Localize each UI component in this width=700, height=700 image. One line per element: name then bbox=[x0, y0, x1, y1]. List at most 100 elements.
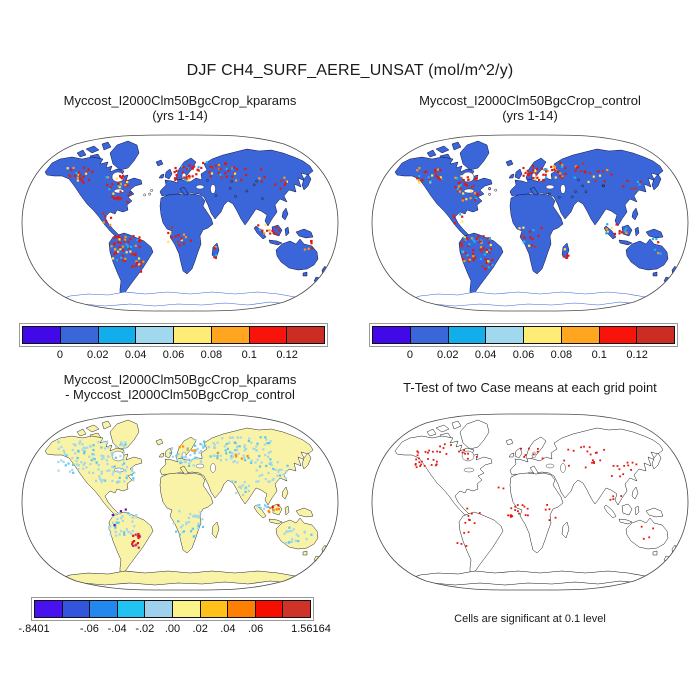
grid-cell-speckle bbox=[235, 453, 238, 456]
grid-cell-speckle bbox=[514, 505, 517, 508]
grid-cell-speckle bbox=[290, 540, 293, 543]
grid-cell-speckle bbox=[255, 445, 258, 448]
grid-cell-speckle bbox=[594, 179, 598, 182]
grid-cell-speckle bbox=[117, 196, 120, 199]
grid-cell-speckle bbox=[418, 461, 421, 464]
grid-cell-speckle bbox=[523, 236, 526, 240]
grid-cell-speckle bbox=[651, 237, 655, 241]
grid-cell-speckle bbox=[460, 543, 463, 545]
grid-cell-speckle bbox=[257, 480, 260, 483]
grid-cell-speckle bbox=[648, 536, 651, 539]
grid-cell-speckle bbox=[437, 177, 440, 180]
grid-cell-speckle bbox=[201, 456, 204, 459]
grid-cell-speckle bbox=[117, 521, 120, 524]
grid-cell-speckle bbox=[463, 259, 466, 263]
grid-cell-speckle bbox=[246, 455, 249, 458]
grid-cell-speckle bbox=[467, 515, 470, 517]
grid-cell-speckle bbox=[123, 533, 126, 536]
grid-cell-speckle bbox=[275, 508, 278, 511]
grid-cell-speckle bbox=[416, 169, 419, 172]
grid-cell-speckle bbox=[121, 463, 124, 467]
grid-cell-speckle bbox=[193, 514, 196, 517]
grid-cell-speckle bbox=[121, 515, 124, 518]
grid-cell-speckle bbox=[136, 542, 139, 545]
grid-cell-speckle bbox=[118, 174, 122, 178]
colorbar-cell bbox=[144, 601, 172, 617]
grid-cell-speckle bbox=[119, 510, 123, 513]
grid-cell-speckle bbox=[194, 438, 197, 442]
grid-cell-speckle bbox=[238, 445, 241, 448]
grid-cell-speckle bbox=[220, 176, 223, 179]
grid-cell-speckle bbox=[57, 460, 60, 464]
grid-cell-speckle bbox=[528, 447, 530, 450]
grid-cell-speckle bbox=[67, 462, 70, 465]
grid-cell-speckle bbox=[597, 170, 600, 173]
grid-cell-speckle bbox=[217, 171, 220, 175]
grid-cell-speckle bbox=[111, 183, 114, 186]
grid-cell-speckle bbox=[239, 485, 242, 488]
grid-cell-speckle bbox=[208, 171, 211, 174]
grid-cell-speckle bbox=[214, 164, 218, 167]
grid-cell-speckle bbox=[485, 261, 488, 264]
grid-cell-speckle bbox=[201, 525, 205, 529]
grid-cell-speckle bbox=[532, 176, 535, 180]
grid-cell-speckle bbox=[584, 466, 587, 469]
grid-cell-speckle bbox=[243, 449, 246, 452]
grid-cell-speckle bbox=[268, 442, 271, 445]
grid-cell-speckle bbox=[119, 444, 122, 447]
grid-cell-speckle bbox=[586, 450, 589, 453]
grid-cell-speckle bbox=[584, 171, 587, 174]
grid-cell-speckle bbox=[122, 462, 126, 465]
grid-cell-speckle bbox=[487, 260, 490, 263]
grid-cell-speckle bbox=[267, 471, 270, 475]
grid-cell-speckle bbox=[297, 540, 300, 543]
grid-cell-speckle bbox=[213, 454, 216, 457]
grid-cell-speckle bbox=[583, 445, 585, 448]
grid-cell-speckle bbox=[659, 252, 662, 255]
colorbar-tick-label: 0.06 bbox=[162, 349, 185, 361]
grid-cell-speckle bbox=[470, 190, 473, 193]
grid-cell-speckle bbox=[626, 461, 629, 464]
colorbar-cell bbox=[173, 327, 211, 343]
panel-title-line: (yrs 1-14) bbox=[502, 108, 558, 123]
colorbar-tick-label: .06 bbox=[247, 623, 264, 635]
grid-cell-speckle bbox=[193, 452, 196, 455]
grid-cell-speckle bbox=[553, 165, 556, 168]
grid-cell-speckle bbox=[121, 245, 125, 248]
colorbar-tick-label: 0.08 bbox=[550, 349, 573, 361]
grid-cell-speckle bbox=[237, 452, 240, 455]
grid-cell-speckle bbox=[463, 239, 466, 242]
grid-cell-speckle bbox=[277, 504, 280, 507]
grid-cell-speckle bbox=[100, 480, 103, 484]
grid-cell-speckle bbox=[480, 239, 483, 242]
grid-cell-speckle bbox=[91, 453, 94, 456]
grid-cell-speckle bbox=[489, 243, 492, 247]
grid-cell-speckle bbox=[239, 486, 243, 490]
grid-cell-speckle bbox=[117, 250, 120, 253]
grid-cell-speckle bbox=[267, 480, 270, 483]
grid-cell-speckle bbox=[239, 436, 242, 439]
grid-cell-speckle bbox=[260, 168, 263, 171]
zero-contour-ring bbox=[584, 190, 588, 194]
map-difference bbox=[20, 412, 340, 592]
grid-cell-speckle bbox=[119, 248, 122, 251]
grid-cell-speckle bbox=[286, 530, 289, 533]
grid-cell-speckle bbox=[114, 534, 118, 537]
grid-cell-speckle bbox=[523, 240, 526, 243]
grid-cell-speckle bbox=[169, 232, 172, 235]
grid-cell-speckle bbox=[258, 177, 261, 180]
grid-cell-speckle bbox=[563, 248, 566, 251]
grid-cell-speckle bbox=[574, 169, 577, 172]
grid-cell-speckle bbox=[467, 531, 470, 534]
grid-cell-speckle bbox=[97, 463, 100, 467]
grid-cell-speckle bbox=[255, 480, 258, 483]
grid-cell-speckle bbox=[99, 479, 103, 482]
grid-cell-speckle bbox=[102, 478, 105, 482]
colorbar-tick-label: 0 bbox=[56, 349, 63, 361]
grid-cell-speckle bbox=[518, 227, 521, 230]
grid-cell-speckle bbox=[191, 527, 194, 530]
grid-cell-speckle bbox=[479, 240, 482, 243]
grid-cell-speckle bbox=[138, 236, 141, 239]
grid-cell-speckle bbox=[120, 441, 123, 444]
grid-cell-speckle bbox=[119, 455, 122, 458]
